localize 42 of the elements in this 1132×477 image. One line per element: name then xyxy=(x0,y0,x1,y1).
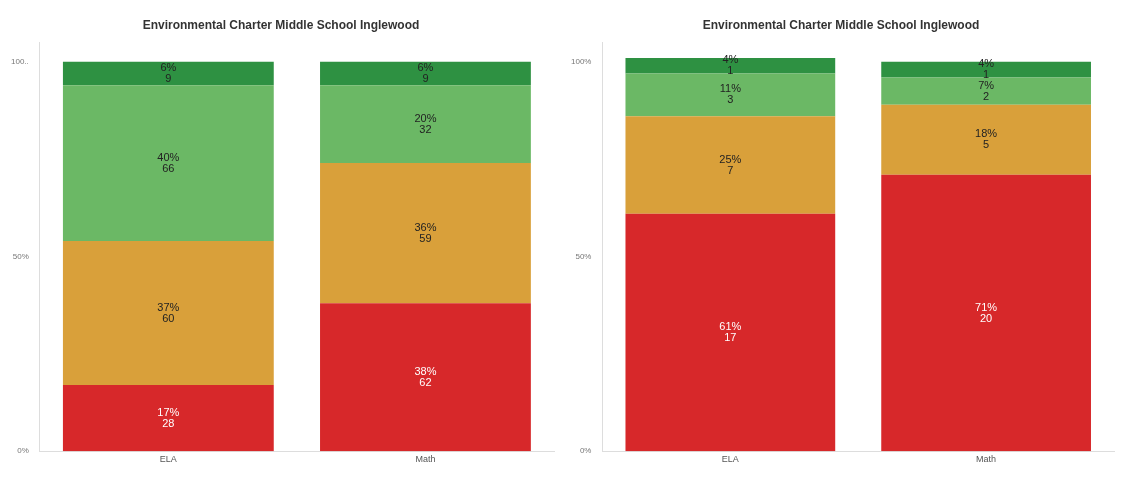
x-tick-label: Math xyxy=(976,454,997,465)
data-label: 6% 9 xyxy=(160,61,177,85)
y-tick-label: 100.. xyxy=(11,57,29,67)
y-tick-label: 100% xyxy=(570,57,592,67)
data-label: 6% 9 xyxy=(417,61,434,85)
bar xyxy=(881,77,1091,105)
y-tick-label: 50% xyxy=(575,251,592,261)
bar xyxy=(625,116,836,214)
data-label: 25% 7 xyxy=(719,152,742,176)
bar xyxy=(62,61,274,86)
bar xyxy=(62,385,274,452)
x-tick-label: ELA xyxy=(721,454,739,465)
bar xyxy=(320,85,531,164)
data-label: 11% 3 xyxy=(719,82,742,106)
data-label: 38% 62 xyxy=(414,364,437,388)
bar xyxy=(881,104,1091,175)
x-tick-label: ELA xyxy=(159,454,177,465)
bar xyxy=(320,61,531,86)
bar xyxy=(881,174,1091,452)
data-label: 37% 60 xyxy=(157,300,180,324)
data-label: 36% 59 xyxy=(414,220,437,244)
data-label: 40% 66 xyxy=(157,150,180,174)
bar xyxy=(625,213,836,452)
data-label: 20% 32 xyxy=(414,111,437,135)
chart-title: Environmental Charter Middle School Inglewood xyxy=(702,17,980,32)
data-label: 18% 5 xyxy=(975,127,998,151)
bar xyxy=(625,73,836,117)
data-label: 71% 20 xyxy=(975,300,998,324)
y-tick-label: 50% xyxy=(12,251,29,261)
data-label: 61% 17 xyxy=(719,319,742,343)
bar xyxy=(62,240,274,386)
bar xyxy=(62,85,274,241)
x-tick-label: Math xyxy=(415,454,436,465)
y-tick-label: 0% xyxy=(579,446,592,456)
bar xyxy=(320,163,531,304)
y-tick-label: 0% xyxy=(17,446,29,456)
data-label: 7% 2 xyxy=(978,78,995,102)
bar xyxy=(320,303,531,452)
chart-title: Environmental Charter Middle School Inglewood xyxy=(142,17,420,32)
data-label: 17% 28 xyxy=(157,405,180,429)
bar xyxy=(625,57,836,74)
bar xyxy=(881,61,1091,78)
